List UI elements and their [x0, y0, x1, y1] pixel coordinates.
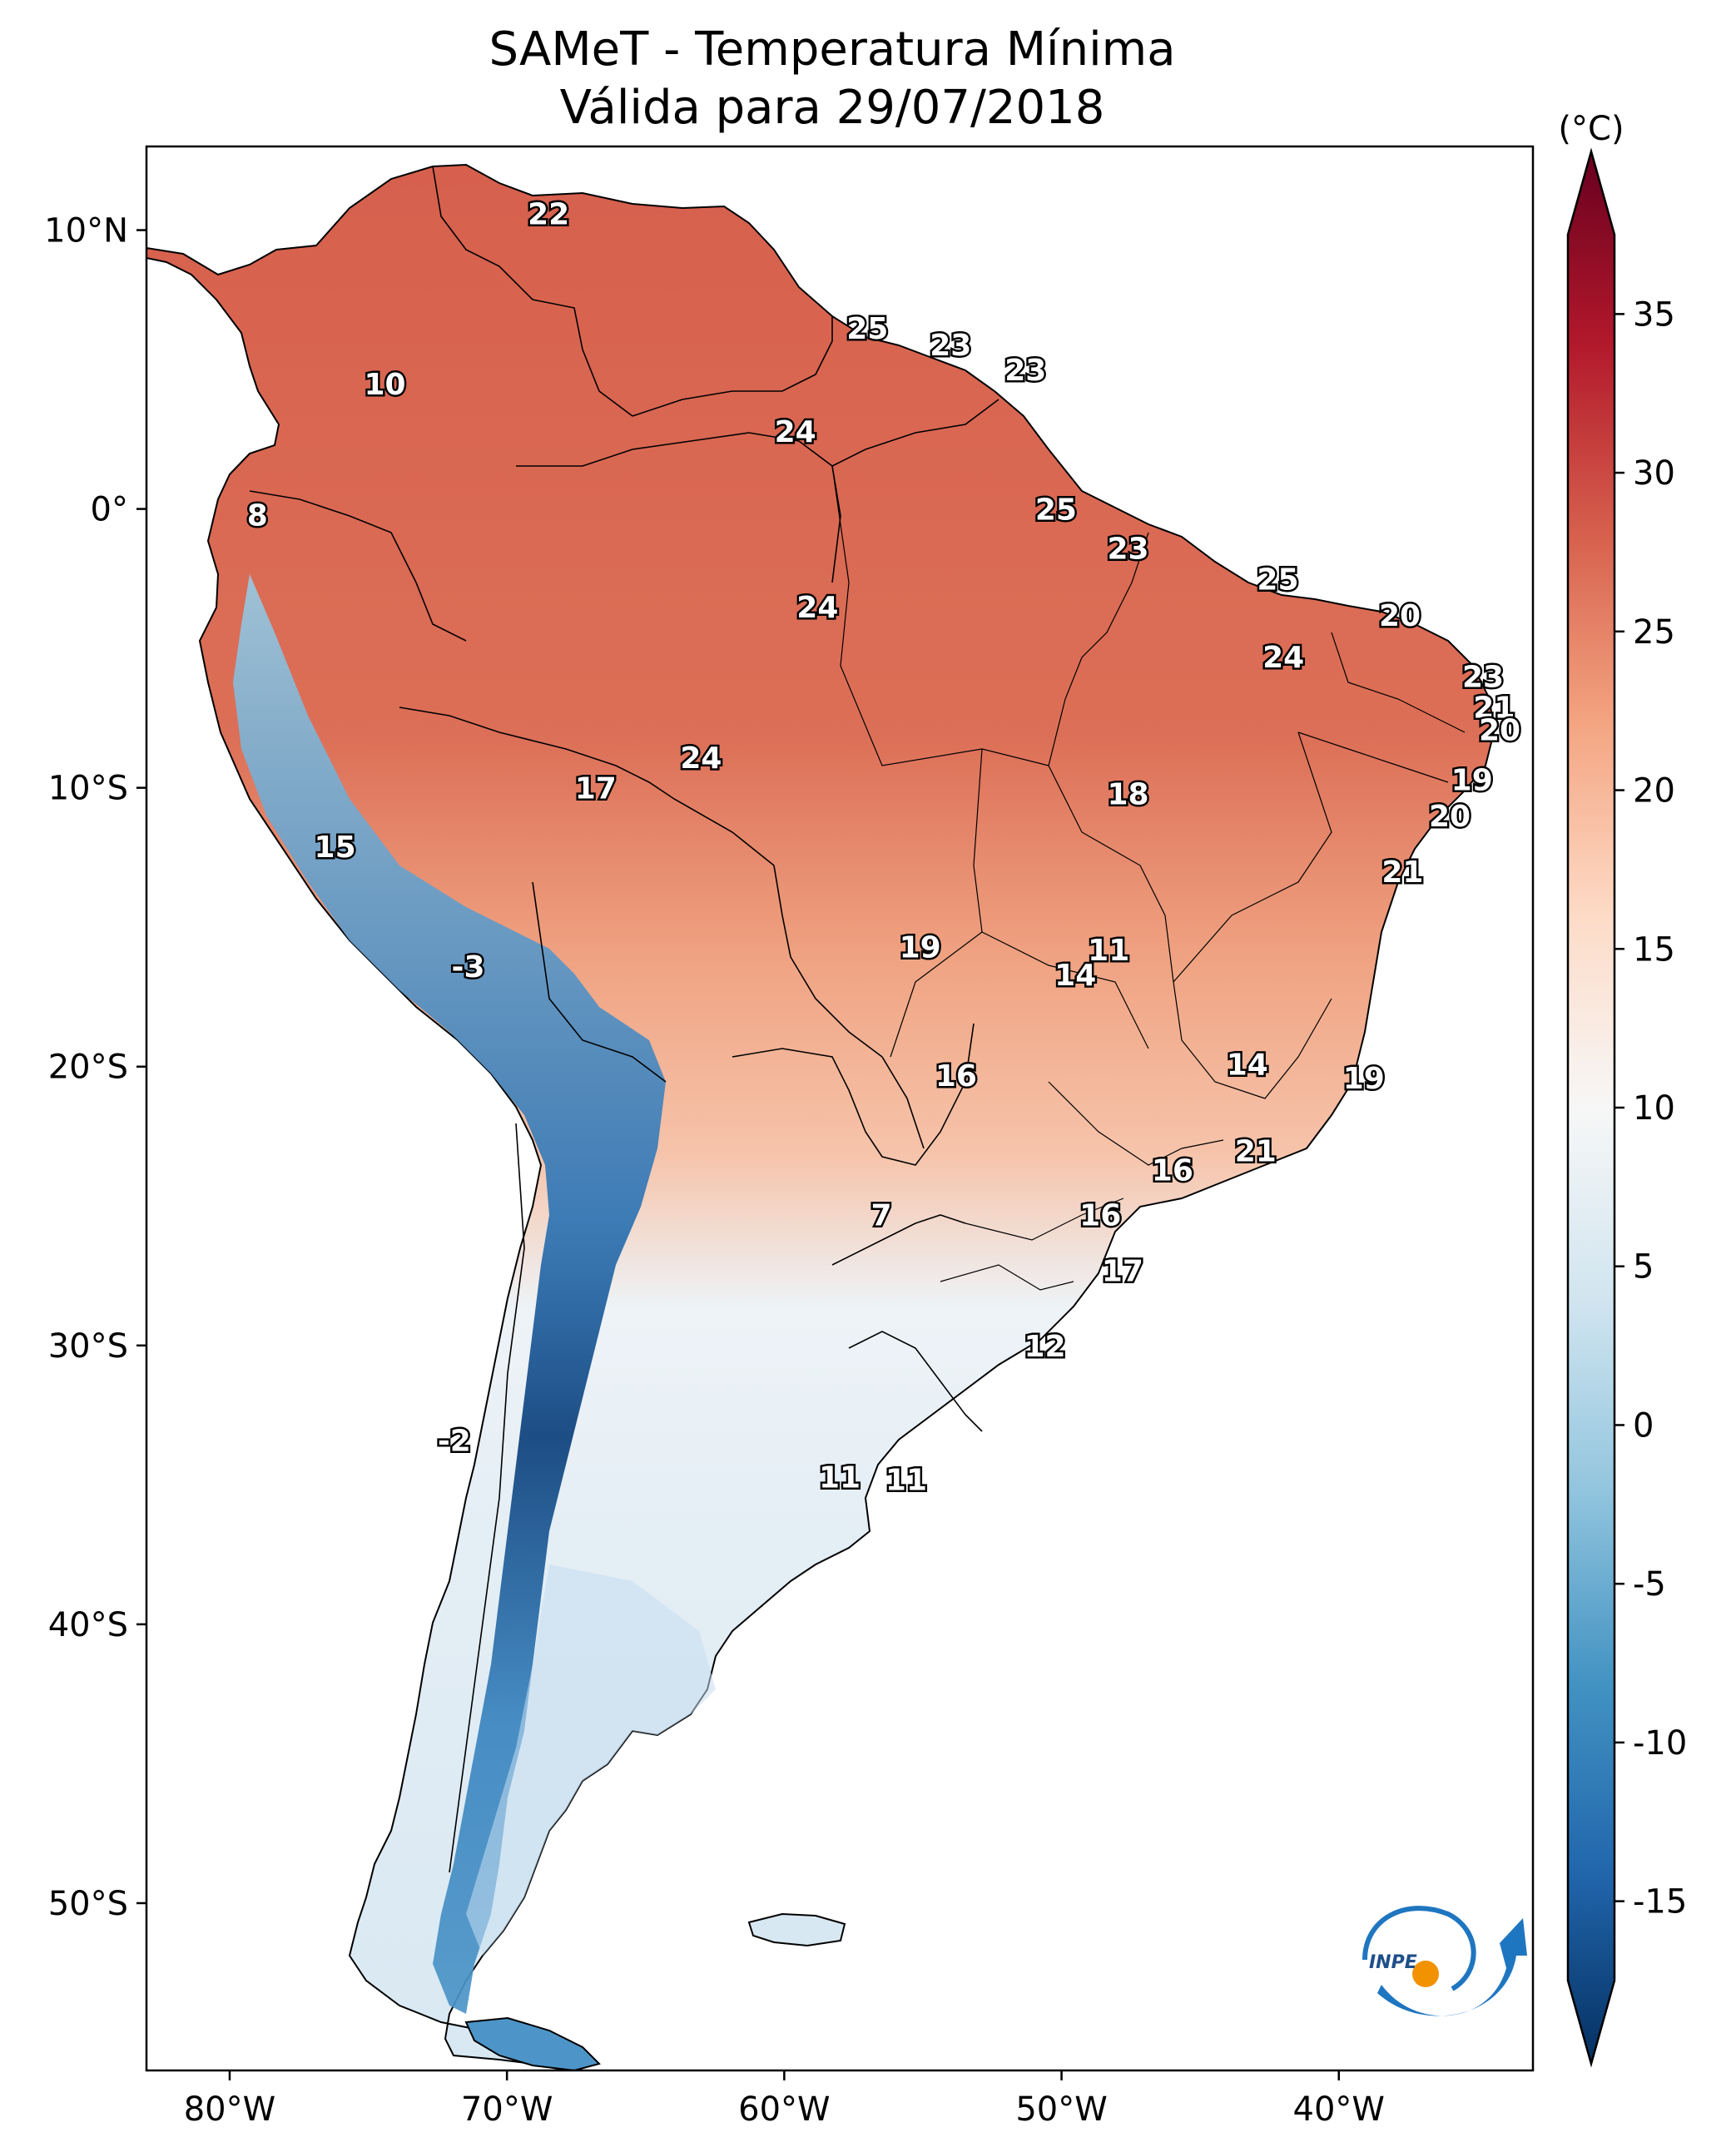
contour-label: 14	[1054, 959, 1096, 993]
contour-label: 24	[1262, 641, 1304, 675]
state-borders	[831, 465, 1466, 1291]
x-tick-label: 50°W	[1015, 2090, 1107, 2129]
country-borders	[249, 166, 999, 1873]
contour-label: 17	[1102, 1254, 1143, 1288]
colorbar-ticks: 35 30 25 20 15 10 5 0 -5 -10 -15	[1614, 295, 1687, 1921]
contour-label: 10	[364, 368, 405, 402]
contour-label: -3	[452, 950, 485, 984]
colorbar-tick-label: 35	[1633, 295, 1675, 334]
contour-label: 19	[1451, 764, 1493, 798]
contour-label: 21	[1381, 855, 1423, 890]
colorbar-tick-label: 10	[1633, 1089, 1675, 1128]
inpe-logo: INPE	[1362, 1906, 1527, 2016]
contour-label: 7	[870, 1198, 891, 1232]
contour-label: 23	[1004, 354, 1046, 388]
colorbar-tick-label: 0	[1633, 1406, 1654, 1445]
contour-label: 22	[528, 197, 569, 231]
contour-label: 19	[1343, 1062, 1385, 1096]
colorbar-tick-label: 20	[1633, 772, 1675, 811]
temperature-field	[146, 163, 1495, 2070]
map-frame	[145, 145, 1535, 2072]
contour-label: 25	[846, 312, 888, 346]
colorbar-tick-label: -10	[1633, 1724, 1687, 1763]
y-tick-label: 30°S	[48, 1327, 128, 1366]
y-tick-label: 10°N	[44, 212, 128, 250]
logo-sun-icon	[1412, 1961, 1439, 1987]
colorbar-tick-label: 5	[1633, 1248, 1654, 1287]
contour-label: 24	[796, 591, 838, 625]
x-tick-label: 70°W	[461, 2090, 553, 2129]
contour-label: 16	[1152, 1154, 1193, 1188]
colorbar-body	[1566, 147, 1616, 2068]
andes-cold-zone	[233, 574, 666, 2014]
y-tick-label: 40°S	[48, 1606, 128, 1644]
southern-cone-cool-zone	[466, 1564, 716, 1956]
colorbar-tick-label: -5	[1633, 1565, 1666, 1604]
contour-label: 14	[1227, 1048, 1268, 1082]
contour-label: 25	[1257, 563, 1298, 597]
y-tick-label: 20°S	[48, 1049, 128, 1087]
tierra-del-fuego	[464, 2016, 601, 2070]
contour-label: 17	[575, 772, 617, 806]
contour-label: 23	[930, 329, 971, 363]
latitude-axis: 10°N 0° 10°S 20°S 30°S 40°S 50°S	[44, 212, 146, 1923]
logo-ring-icon	[1362, 1906, 1476, 1991]
contour-label: 24	[775, 415, 816, 449]
contour-label: 16	[935, 1059, 977, 1093]
contour-label: 15	[315, 831, 356, 865]
y-tick-label: 10°S	[48, 770, 128, 808]
contour-label: 12	[1024, 1330, 1066, 1364]
colorbar: 35 30 25 20 15 10 5 0 -5 -10 -15 (°C)	[1558, 110, 1687, 2068]
longitude-axis: 80°W 70°W 60°W 50°W 40°W	[184, 2070, 1385, 2129]
logo-text: INPE	[1369, 1952, 1417, 1973]
contour-label: -2	[438, 1425, 471, 1459]
y-tick-label: 0°	[91, 491, 128, 529]
contour-label: 20	[1379, 599, 1421, 633]
contour-label: 24	[680, 741, 722, 776]
contour-label: 20	[1479, 713, 1520, 747]
contour-label: 21	[1235, 1134, 1277, 1168]
colorbar-unit: (°C)	[1558, 110, 1624, 148]
y-tick-label: 50°S	[48, 1885, 128, 1923]
x-tick-label: 40°W	[1293, 2090, 1385, 2129]
contour-label: 25	[1035, 493, 1077, 528]
colorbar-tick-label: -15	[1633, 1883, 1687, 1921]
contour-label: 23	[1107, 533, 1148, 567]
contour-label: 21	[1473, 691, 1515, 725]
contour-label: 20	[1429, 800, 1471, 834]
colorbar-tick-label: 30	[1633, 454, 1675, 493]
south-america-landmass	[146, 163, 1495, 2070]
map-title: SAMeT - Temperatura Mínima	[489, 22, 1176, 77]
contour-label: 11	[885, 1464, 927, 1498]
x-tick-label: 60°W	[738, 2090, 830, 2129]
map-subtitle: Válida para 29/07/2018	[559, 81, 1105, 135]
contour-label: 11	[819, 1460, 861, 1495]
contour-label: 19	[900, 931, 941, 965]
colorbar-tick-label: 15	[1633, 930, 1675, 969]
contour-label: 16	[1079, 1198, 1121, 1232]
falkland-islands	[747, 1912, 846, 1947]
contour-label: 8	[247, 498, 268, 533]
contour-label: 23	[1462, 661, 1504, 695]
contour-label: 11	[1088, 934, 1129, 968]
x-tick-label: 80°W	[184, 2090, 275, 2129]
contour-label: 18	[1107, 777, 1148, 811]
colorbar-tick-label: 25	[1633, 613, 1675, 652]
